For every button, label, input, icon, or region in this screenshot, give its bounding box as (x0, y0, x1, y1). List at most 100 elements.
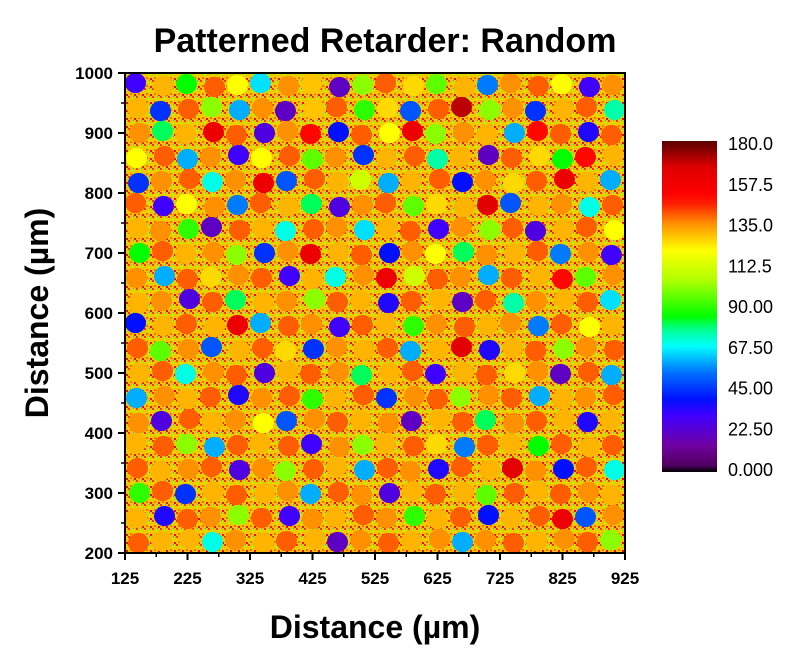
heatmap-cell (504, 482, 525, 504)
heatmap-cell (352, 194, 373, 216)
heatmap-cell (202, 291, 223, 313)
heatmap-cell (328, 361, 349, 383)
heatmap-cell (251, 387, 272, 409)
heatmap-cell (502, 457, 523, 479)
heatmap-cell (527, 480, 548, 502)
heatmap-cell (176, 433, 197, 455)
x-axis-label: Distance (µm) (270, 609, 480, 645)
heatmap-cell (177, 388, 198, 410)
heatmap-cell (178, 338, 199, 360)
heatmap-cell (278, 75, 299, 97)
heatmap-cell (377, 457, 398, 479)
y-tick-label: 600 (85, 304, 113, 323)
heatmap-cell (379, 362, 400, 384)
heatmap-cell (504, 122, 525, 144)
heatmap-cell (375, 312, 396, 334)
heatmap-cell (153, 195, 174, 217)
heatmap-cell (278, 195, 299, 217)
heatmap-cell (128, 532, 149, 553)
heatmap-cell (479, 339, 500, 361)
heatmap-cell (252, 457, 273, 479)
heatmap-cell (604, 339, 625, 361)
heatmap-cell (528, 435, 549, 457)
heatmap-cell (302, 388, 323, 410)
heatmap-cell (327, 171, 348, 193)
heatmap-cell (300, 243, 321, 265)
colorbar-tick-label: 180.0 (728, 134, 773, 154)
heatmap-cell (553, 338, 574, 360)
heatmap-cell (403, 315, 424, 337)
heatmap-cell (377, 97, 398, 119)
heatmap-cell (202, 411, 223, 433)
heatmap-cell (478, 144, 499, 166)
heatmap-cell (204, 76, 225, 98)
heatmap-cell (254, 122, 275, 144)
heatmap-cell (251, 267, 272, 289)
heatmap-cell (226, 124, 247, 146)
heatmap-cell (275, 220, 296, 242)
colorbar-tick-label: 45.00 (728, 379, 773, 399)
colorbar-tick-label: 22.50 (728, 419, 773, 439)
heatmap-cell (302, 508, 323, 530)
heatmap-cell (554, 168, 575, 190)
heatmap-cell (277, 240, 298, 262)
heatmap-cell (527, 120, 548, 142)
heatmap-cell (579, 196, 600, 218)
heatmap-cell (476, 124, 497, 146)
heatmap-cell (479, 99, 500, 121)
heatmap-cell (575, 386, 596, 408)
heatmap-cell (228, 384, 249, 406)
heatmap-cell (450, 146, 471, 168)
heatmap-cell (153, 75, 174, 97)
colorbar-tick-label: 157.5 (728, 175, 773, 195)
heatmap-cell (154, 145, 175, 167)
heatmap-cell (302, 268, 323, 290)
heatmap-cell (554, 408, 575, 430)
heatmap-cell (351, 364, 372, 386)
heatmap-cell (127, 337, 148, 359)
heatmap-cell (175, 483, 196, 505)
heatmap-cell (226, 484, 247, 506)
heatmap-cell (351, 124, 372, 146)
heatmap-cell (602, 194, 623, 216)
heatmap-cell (500, 432, 521, 454)
heatmap-cell (400, 100, 421, 122)
heatmap-cell (151, 530, 172, 552)
heatmap-cell (501, 267, 522, 289)
heatmap-cell (576, 336, 597, 358)
heatmap-cell (578, 361, 599, 383)
heatmap-cell (401, 410, 422, 432)
heatmap-cell (129, 362, 150, 384)
heatmap-cell (479, 219, 500, 241)
heatmap-cell (552, 508, 573, 530)
heatmap-cell (300, 123, 321, 145)
heatmap-cell (227, 194, 248, 216)
heatmap-cell (175, 243, 196, 265)
heatmap-cell (426, 313, 447, 335)
heatmap-cell (226, 244, 247, 266)
heatmap-cell (602, 74, 623, 96)
plot-background (125, 73, 625, 553)
heatmap-cell (603, 144, 624, 166)
heatmap-cell (128, 172, 149, 194)
heatmap-cell (153, 315, 174, 337)
heatmap-cell (354, 339, 375, 361)
heatmap-cell (404, 505, 425, 527)
heatmap-cell (525, 340, 546, 362)
heatmap-cell (429, 168, 450, 190)
heatmap-cell (350, 409, 371, 431)
heatmap-cell (279, 265, 300, 287)
heatmap-cell (501, 387, 522, 409)
heatmap-cell (154, 505, 175, 527)
heatmap-cell (202, 171, 223, 193)
heatmap-cell (527, 240, 548, 262)
heatmap-cell (326, 96, 347, 118)
heatmap-cell (127, 97, 148, 119)
heatmap-cell (577, 171, 598, 193)
heatmap-cell (375, 432, 396, 454)
y-tick-label: 800 (85, 184, 113, 203)
heatmap-cell (428, 218, 449, 240)
colorbar-tick-label: 0.000 (728, 460, 773, 480)
heatmap-cell (452, 411, 473, 433)
heatmap-cell (504, 242, 525, 264)
